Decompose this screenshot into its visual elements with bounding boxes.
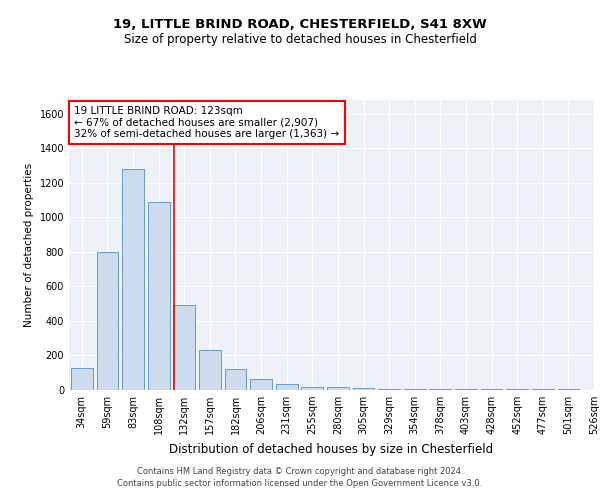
Bar bbox=[71, 368, 92, 390]
Bar bbox=[506, 389, 528, 390]
Bar bbox=[148, 202, 170, 390]
Y-axis label: Number of detached properties: Number of detached properties bbox=[24, 163, 34, 327]
Bar bbox=[430, 389, 451, 390]
Bar bbox=[173, 306, 195, 390]
Bar bbox=[224, 370, 247, 390]
Text: 19, LITTLE BRIND ROAD, CHESTERFIELD, S41 8XW: 19, LITTLE BRIND ROAD, CHESTERFIELD, S41… bbox=[113, 18, 487, 30]
Bar bbox=[557, 389, 579, 390]
Bar bbox=[481, 389, 502, 390]
Text: 19 LITTLE BRIND ROAD: 123sqm
← 67% of detached houses are smaller (2,907)
32% of: 19 LITTLE BRIND ROAD: 123sqm ← 67% of de… bbox=[74, 106, 340, 139]
Bar bbox=[122, 169, 144, 390]
Bar bbox=[353, 388, 374, 390]
Text: Contains HM Land Registry data © Crown copyright and database right 2024.
Contai: Contains HM Land Registry data © Crown c… bbox=[118, 466, 482, 487]
Bar bbox=[327, 388, 349, 390]
Bar bbox=[455, 389, 477, 390]
Text: Size of property relative to detached houses in Chesterfield: Size of property relative to detached ho… bbox=[124, 32, 476, 46]
X-axis label: Distribution of detached houses by size in Chesterfield: Distribution of detached houses by size … bbox=[169, 442, 494, 456]
Bar bbox=[532, 389, 554, 390]
Bar bbox=[378, 389, 400, 390]
Bar bbox=[97, 252, 118, 390]
Bar bbox=[250, 379, 272, 390]
Bar bbox=[301, 386, 323, 390]
Bar bbox=[276, 384, 298, 390]
Bar bbox=[199, 350, 221, 390]
Bar bbox=[404, 389, 425, 390]
